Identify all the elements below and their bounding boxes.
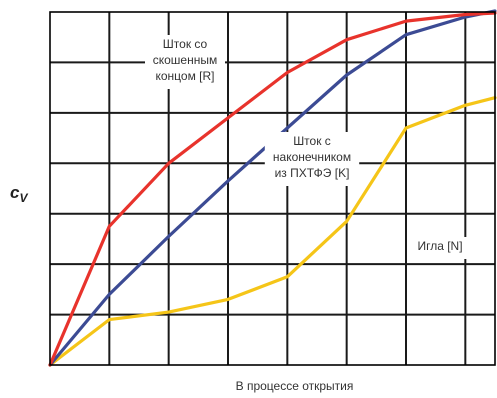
- annotation-background: [145, 35, 225, 89]
- annotation-line: Шток с: [293, 134, 331, 148]
- annotation-line: наконечником: [273, 150, 351, 164]
- x-axis-label: В процессе открытия: [236, 379, 354, 393]
- y-axis-label-main: c: [10, 183, 20, 202]
- annotation-n: Игла [N]: [407, 237, 473, 259]
- annotation-background: [407, 237, 473, 259]
- annotation-line: концом [R]: [155, 69, 214, 83]
- series-line-r: [48, 11, 497, 367]
- annotation-r: Шток со скошенным концом [R]: [145, 35, 225, 89]
- y-axis-label-subscript: V: [19, 191, 28, 205]
- plot-border: [49, 11, 496, 366]
- series-layer: [48, 9, 497, 367]
- series-line-k: [48, 9, 497, 367]
- series-line-n: [48, 96, 497, 367]
- annotation-background: [264, 132, 360, 186]
- grid: [50, 12, 495, 365]
- annotation-line: Шток со: [163, 37, 208, 51]
- annotation-line: Игла [N]: [417, 239, 462, 253]
- annotation-line: скошенным: [153, 53, 218, 67]
- annotation-line: из ПХТФЭ [K]: [275, 166, 350, 180]
- annotation-k: Шток с наконечником из ПХТФЭ [K]: [264, 132, 360, 186]
- series-annotations: Шток со скошенным концом [R] Шток с наконечн…: [145, 35, 473, 259]
- y-axis-label: cV: [10, 183, 28, 205]
